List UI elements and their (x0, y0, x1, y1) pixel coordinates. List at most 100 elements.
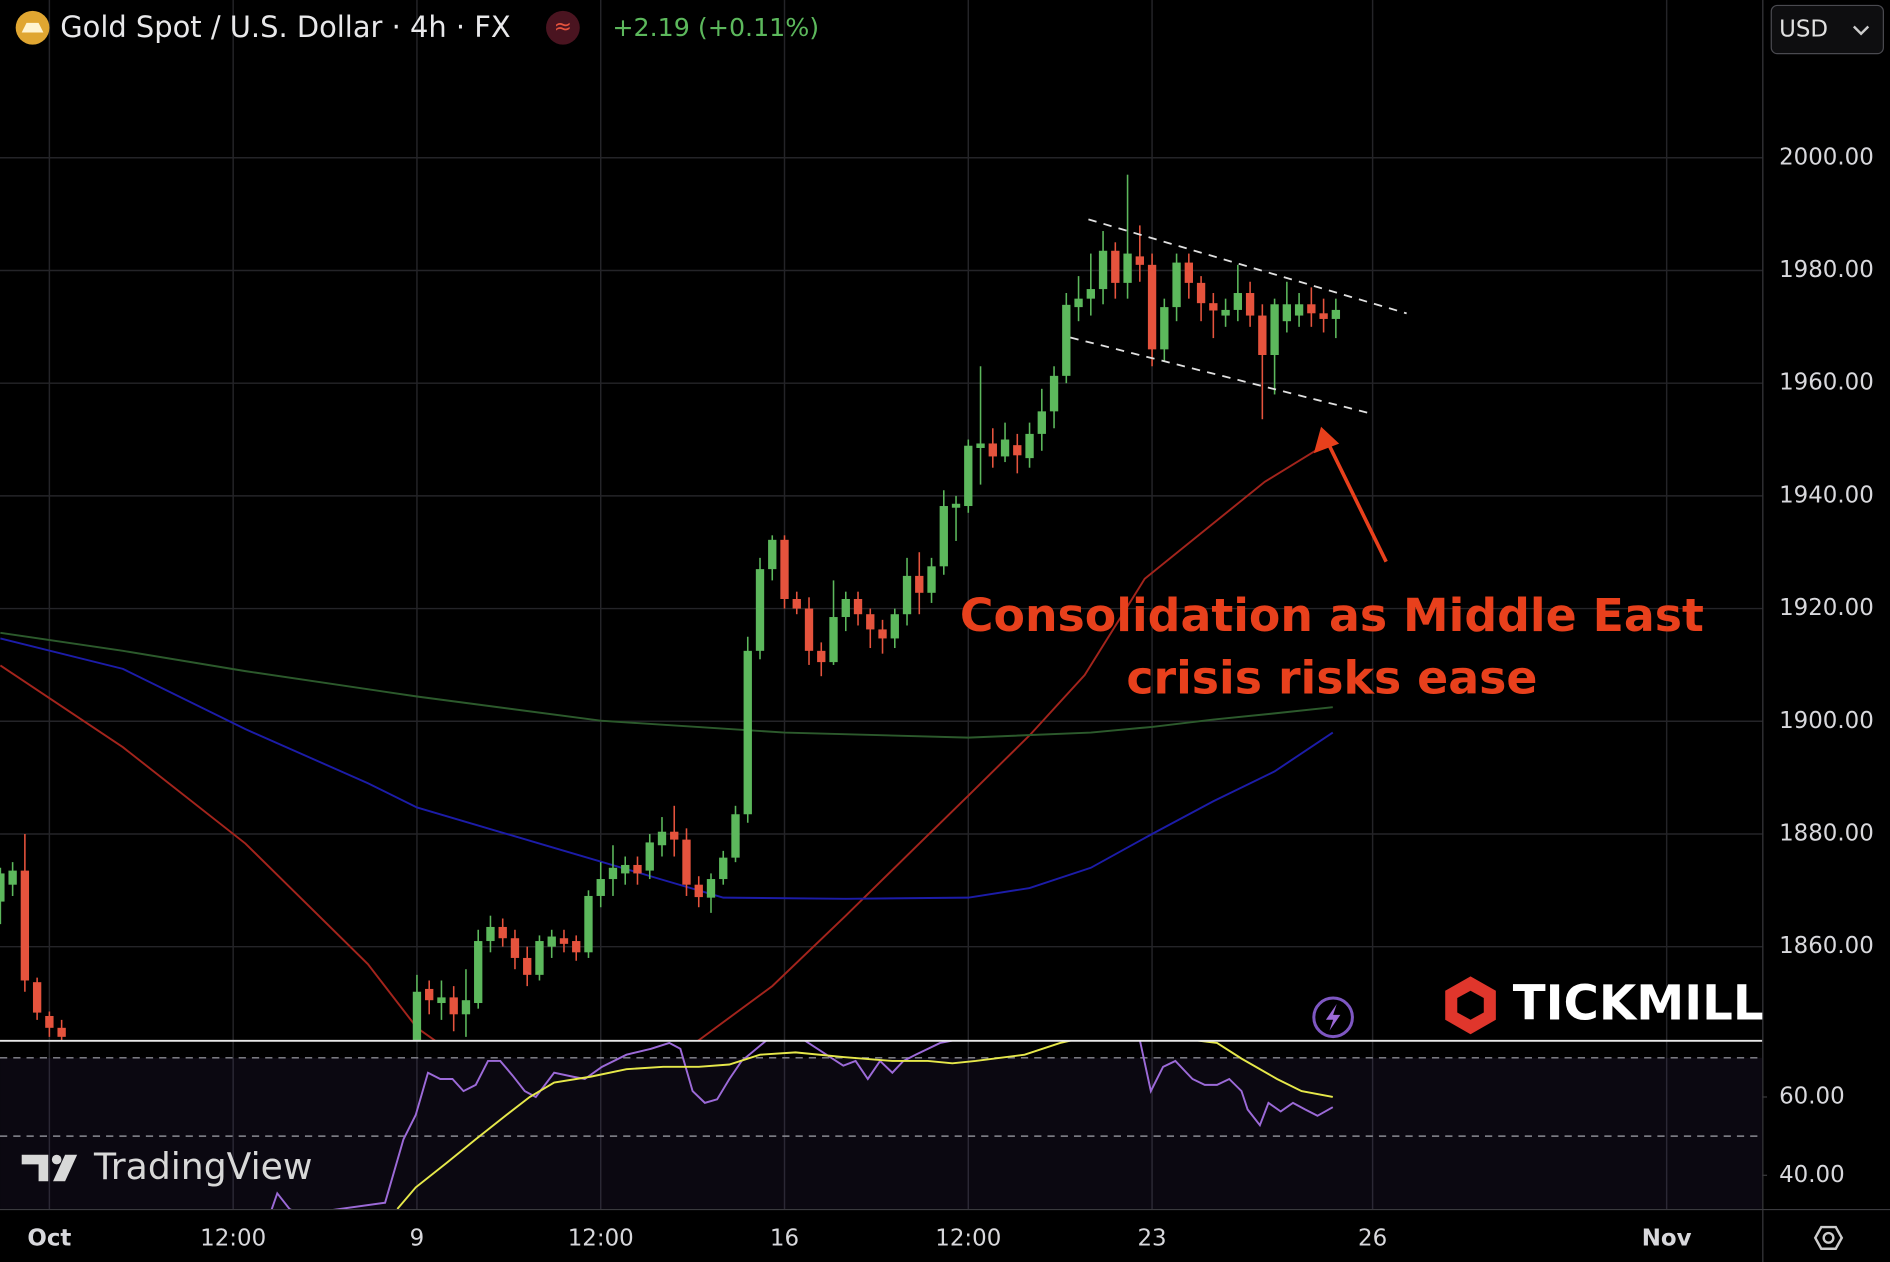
candle-body (474, 941, 483, 1004)
candle-body (706, 879, 716, 898)
candle-body (1245, 293, 1255, 316)
candle-body (976, 443, 985, 448)
candle-body (1160, 307, 1169, 350)
candle-body (853, 598, 863, 615)
candle-body (780, 539, 789, 599)
x-tick-label: 16 (770, 1226, 799, 1252)
annotation: Consolidation as Middle East crisis risks… (960, 588, 1704, 705)
candle-body (878, 629, 887, 639)
candle-body (498, 926, 507, 939)
candle-body (1013, 445, 1022, 456)
candle-body (670, 831, 679, 840)
candle-body (633, 864, 642, 874)
x-tick-label: 23 (1138, 1226, 1167, 1252)
candle-body (1233, 293, 1243, 310)
candle-body (449, 997, 458, 1015)
x-tick-label: 9 (410, 1226, 425, 1252)
candle-body (939, 506, 948, 567)
candle-body (1111, 250, 1120, 283)
candle-body (1135, 256, 1144, 265)
candle-body (1319, 313, 1328, 319)
candle-body (1037, 411, 1046, 434)
candle-body (45, 1015, 54, 1028)
candle-body (608, 867, 618, 880)
arrow-head (1313, 426, 1340, 454)
candle-body (1196, 282, 1206, 304)
symbol-icon-bar (21, 22, 44, 33)
rsi-band-fill (0, 1057, 1763, 1209)
y-tick-label: 2000.00 (1779, 144, 1874, 170)
candle-body (437, 997, 446, 1004)
candle-body (1294, 304, 1304, 316)
candle-body (804, 608, 814, 651)
alert-icon-bolt (1325, 1004, 1341, 1031)
candle-body (1123, 253, 1132, 283)
annotation-text: Consolidation as Middle East (960, 588, 1704, 642)
candle-body (792, 598, 801, 609)
symbol-title: Gold Spot / U.S. Dollar · 4h · FX (60, 10, 510, 44)
indicator-line (0, 439, 1334, 1041)
candle-body (866, 614, 875, 630)
candle-body (719, 857, 728, 880)
candle-body (0, 873, 5, 902)
candle-body (951, 503, 961, 508)
x-tick-label: Nov (1642, 1226, 1692, 1252)
candle-body (1098, 250, 1108, 290)
broker-logo-mark-inner (1457, 990, 1484, 1020)
price-change: +2.19 (+0.11%) (612, 13, 819, 42)
y-tick-label: 1860.00 (1779, 933, 1874, 959)
candle-body (32, 982, 42, 1013)
candle-body (523, 957, 532, 975)
candle-body (57, 1027, 66, 1037)
candle-body (902, 575, 912, 615)
y-tick-label: 1900.00 (1779, 708, 1874, 734)
alert-icon[interactable] (1312, 996, 1354, 1039)
status-icon-glyph: ≈ (554, 15, 572, 40)
candle-body (682, 839, 691, 885)
candle-body (1049, 375, 1059, 412)
indicator-line (0, 637, 1334, 900)
channel-upper (1088, 218, 1407, 315)
platform-logo: TradingView (93, 1145, 312, 1188)
candle-body (1147, 264, 1157, 350)
y-tick-label: 60.00 (1779, 1083, 1845, 1109)
candle-body (535, 941, 544, 975)
candle-body (1184, 262, 1193, 283)
candle-body (1331, 309, 1341, 319)
indicator-line (0, 631, 1333, 739)
grid (0, 0, 1763, 1209)
currency-selector[interactable] (1770, 4, 1884, 55)
channel-lower (1070, 336, 1371, 415)
x-tick-label: 12:00 (200, 1226, 266, 1252)
candle-body (645, 842, 654, 871)
candle-body (755, 569, 765, 651)
axes: Oct 12:00 9 12:00 16 12:00 23 26 Nov 1860.00 1880.… (27, 144, 1873, 1251)
x-tick-label: 12:00 (568, 1226, 634, 1252)
settings-icon[interactable] (1813, 1225, 1844, 1250)
candle-body (890, 614, 899, 639)
candle-body (547, 936, 556, 947)
candle-body (1307, 304, 1316, 314)
x-tick-label: Oct (27, 1226, 71, 1252)
candle-body (584, 895, 593, 953)
candle-body (1209, 303, 1218, 311)
y-tick-label: 1980.00 (1779, 257, 1874, 283)
candle-body (915, 575, 924, 593)
candle-body (657, 831, 667, 846)
candle-body (1221, 309, 1230, 316)
price-plot (0, 174, 1341, 1041)
candle-body (559, 938, 569, 944)
candle-body (1282, 304, 1292, 322)
rsi-background (0, 1057, 1763, 1209)
candle-body (817, 650, 826, 663)
candle-body (412, 991, 422, 1041)
candle-body (694, 884, 703, 898)
rsi-plot (270, 1040, 1334, 1209)
candle-body (510, 938, 520, 958)
candle-body (486, 926, 495, 942)
platform-logo-dot (51, 1154, 62, 1165)
platform-logo-mark (21, 1154, 78, 1182)
